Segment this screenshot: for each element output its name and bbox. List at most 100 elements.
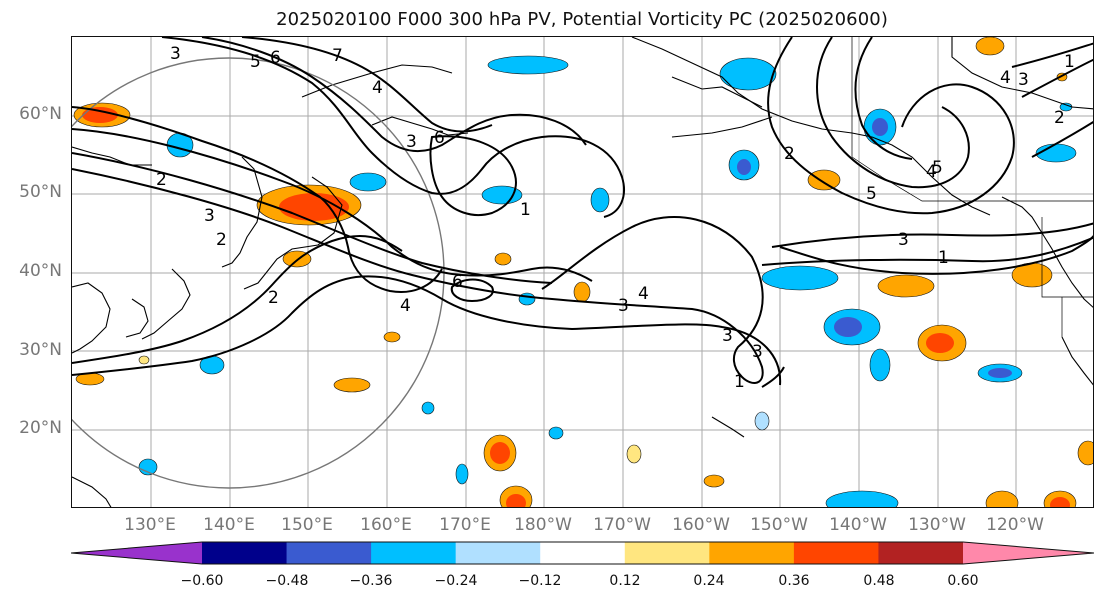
- contour-label: 2: [1054, 108, 1065, 128]
- contour-line: [1021, 58, 1093, 98]
- contour-label: 5: [866, 184, 877, 204]
- contour-line: [72, 106, 443, 293]
- contour-label: 3: [618, 296, 629, 316]
- anomaly-patch: [1050, 497, 1070, 507]
- contour-label: 4: [638, 284, 649, 304]
- anomaly-patch: [573, 281, 591, 303]
- colorbar-segment: [371, 542, 457, 564]
- lat-label-20n: 20°N: [19, 418, 62, 438]
- contour-label: 3: [204, 206, 215, 226]
- colorbar-segment: [202, 542, 288, 564]
- anomaly-patch: [877, 274, 935, 298]
- contour-label: 1: [734, 372, 745, 392]
- contour-label: 2: [156, 170, 167, 190]
- contour-line: [761, 236, 1093, 266]
- colorbar-segment: [878, 542, 964, 564]
- lon-label: 130°E: [124, 515, 176, 535]
- contour-line: [1031, 121, 1093, 158]
- contour-label: 6: [452, 272, 463, 292]
- anomaly-patch: [455, 463, 469, 485]
- pv-contours: [72, 37, 1093, 388]
- colorbar-tick-label: −0.12: [518, 573, 562, 589]
- contour-line: [241, 37, 493, 133]
- contour-label: 2: [216, 230, 227, 250]
- contour-line: [761, 366, 785, 388]
- anomaly-patch: [754, 411, 770, 431]
- colorbar-tick-label: −0.60: [180, 573, 224, 589]
- anomaly-patch: [383, 331, 401, 343]
- contour-label: 1: [938, 248, 949, 268]
- anomaly-patch: [506, 494, 526, 507]
- contour-label: 3: [722, 326, 733, 346]
- lon-label: 140°W: [829, 515, 887, 535]
- contour-line: [816, 37, 970, 189]
- anomaly-patch: [421, 401, 435, 415]
- anomaly-patch: [807, 169, 841, 191]
- contour-line: [1011, 42, 1093, 68]
- anomaly-patch: [926, 333, 954, 353]
- map-gridlines: [72, 37, 1093, 507]
- anomaly-patch: [869, 348, 891, 382]
- contour-label: 3: [1018, 70, 1029, 90]
- contour-label: 5: [932, 158, 943, 178]
- colorbar-tick-label: −0.24: [434, 573, 478, 589]
- lon-label: 130°W: [908, 515, 966, 535]
- contour-label: 4: [926, 162, 937, 182]
- colorbar-tick-label: −0.48: [265, 573, 309, 589]
- contour-label: 4: [1000, 68, 1011, 88]
- colorbar-segment: [286, 542, 372, 564]
- colorbar-tick-label: 0.48: [863, 573, 895, 589]
- contour-label: 1: [520, 200, 531, 220]
- lon-label: 150°E: [281, 515, 333, 535]
- contour-line: [72, 168, 764, 384]
- contour-line: [72, 275, 782, 386]
- map-panel: 3 5 6 7 4 3 2 2 3 4 2 6 6 1 3 4 3 2 5 4 …: [71, 36, 1094, 508]
- anomaly-patch: [487, 55, 569, 75]
- contour-line: [429, 135, 517, 216]
- lat-label-50n: 50°N: [19, 182, 62, 202]
- contour-label: 3: [752, 342, 763, 362]
- contour-line: [771, 222, 1093, 248]
- contour-line: [72, 128, 593, 282]
- anomaly-patch: [761, 265, 839, 291]
- anomaly-patch: [988, 368, 1012, 378]
- contour-line: [161, 37, 625, 218]
- anomaly-patch: [985, 490, 1019, 507]
- anomaly-patch: [490, 442, 510, 464]
- anomaly-patch: [975, 37, 1005, 56]
- contour-line: [854, 37, 913, 160]
- contour-label: 6: [270, 48, 281, 68]
- colorbar-tick-label: 0.24: [693, 573, 725, 589]
- colorbar-tick-label: 0.36: [778, 573, 810, 589]
- colorbar-segments: [71, 542, 1094, 564]
- anomaly-patch: [1077, 440, 1093, 466]
- contour-label: 4: [400, 296, 411, 316]
- contour-label: 6: [434, 128, 445, 148]
- anomaly-patch: [333, 377, 371, 393]
- anomaly-patch: [834, 317, 862, 337]
- colorbar-segment: [624, 542, 710, 564]
- lon-label: 170°E: [439, 515, 491, 535]
- colorbar-segment: [540, 542, 626, 564]
- lon-label: 120°W: [986, 515, 1044, 535]
- contour-label: 2: [784, 144, 795, 164]
- contour-label-group: 3 5 6 7 4 3 2 2 3 4 2 6 6 1 3 4 3 2 5 4 …: [156, 44, 1075, 392]
- lon-label: 150°W: [750, 515, 808, 535]
- contour-label: 5: [250, 52, 261, 72]
- contour-line: [201, 37, 587, 153]
- colorbar-extend-high: [963, 542, 1094, 564]
- anomaly-patch: [481, 185, 523, 205]
- lat-label-40n: 40°N: [19, 261, 62, 281]
- contour-label: 3: [406, 132, 417, 152]
- anomaly-patch: [494, 252, 512, 266]
- anomaly-patch: [82, 107, 118, 123]
- colorbar-segment: [709, 542, 795, 564]
- lon-label: 160°E: [360, 515, 412, 535]
- anomaly-patch: [518, 292, 536, 306]
- colorbar: [71, 541, 1094, 565]
- anomaly-patch: [872, 118, 888, 136]
- map-title: 2025020100 F000 300 hPa PV, Potential Vo…: [276, 9, 888, 30]
- contour-label: 1: [1064, 52, 1075, 72]
- lon-label: 160°W: [672, 515, 730, 535]
- colorbar-segment: [793, 542, 879, 564]
